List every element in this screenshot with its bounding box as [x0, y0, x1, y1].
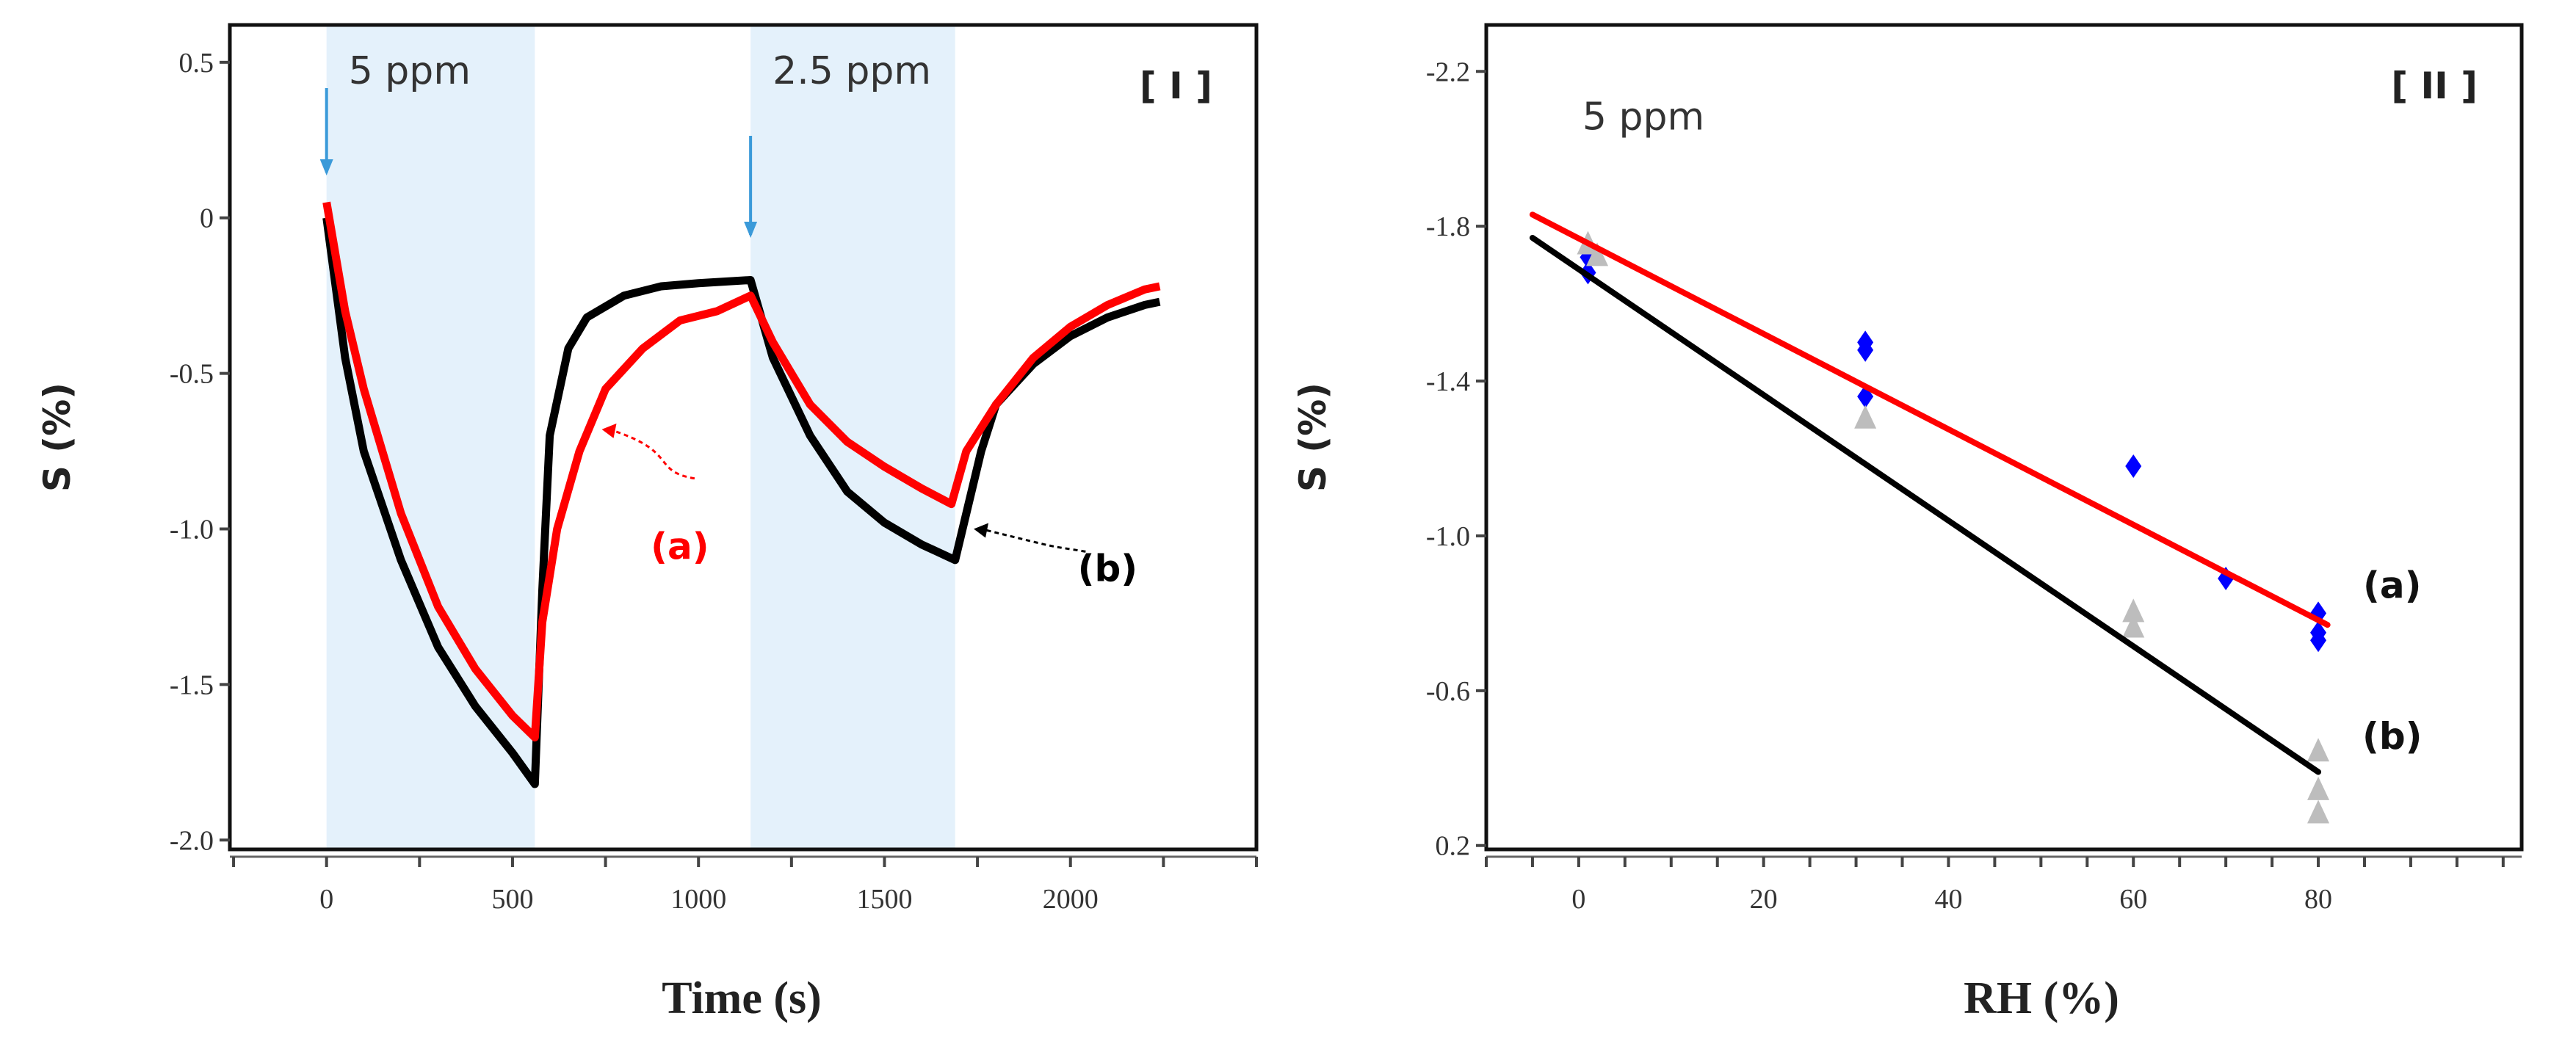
- plot-frame: [228, 23, 1259, 852]
- annotation-arrow: [980, 528, 1086, 553]
- data-point-triangle: [2122, 614, 2145, 638]
- y-tick-label: 0.5: [179, 48, 214, 79]
- data-point-diamond: [1857, 338, 1874, 362]
- plot-frame: [1484, 23, 2524, 852]
- x-tick-label: 0: [1571, 884, 1585, 915]
- x-tick-label: 40: [1934, 884, 1962, 915]
- shaded-region: [750, 25, 955, 849]
- concentration-label: 5 ppm: [1582, 95, 1704, 139]
- x-tick-label: 2000: [1043, 884, 1099, 915]
- y-tick-label: -1.4: [1426, 366, 1470, 397]
- concentration-label: 2.5 ppm: [773, 49, 931, 93]
- data-point-triangle: [1854, 405, 1877, 429]
- arrow-head-icon: [974, 523, 989, 538]
- panel-2-rh-dependence: 0 20 40 60 80 -2.2 -1.8 -1.4 -1.0 -0.6 0.2 RH (%) S …: [1292, 23, 2524, 1023]
- y-tick-label: -1.0: [170, 515, 214, 545]
- fit-line-a: [1529, 211, 2331, 628]
- arrow-head-icon: [319, 159, 333, 175]
- series-line-a: [322, 201, 1161, 741]
- x-tick-label: 0: [319, 884, 333, 915]
- data-point-triangle: [2307, 738, 2330, 762]
- data-point-triangle: [2122, 598, 2145, 623]
- series-label: (b): [1078, 547, 1138, 590]
- x-axis-title: Time (s): [662, 973, 822, 1023]
- x-tick-label: 1500: [856, 884, 912, 915]
- annotation-arrow: [609, 428, 695, 480]
- y-tick-label: -1.0: [1426, 521, 1470, 552]
- y-tick-label: -1.5: [170, 670, 214, 700]
- y-tick-label: 0: [200, 203, 214, 234]
- y-tick-label: -1.8: [1426, 211, 1470, 242]
- fit-line-b: [1529, 234, 2322, 775]
- panel-label: [ II ]: [2391, 65, 2478, 107]
- series-label: (b): [2362, 715, 2423, 758]
- panel-1-time-response: 5 ppm 2.5 ppm 0 500 1000 1500 2000 0.5 0 -0.5 -1.0…: [36, 23, 1259, 1023]
- x-tick-label: 500: [491, 884, 533, 915]
- data-point-diamond: [2310, 620, 2327, 645]
- x-tick-label: 80: [2304, 884, 2332, 915]
- y-axis-title: S (%): [36, 382, 79, 492]
- y-axis-title: S (%): [1292, 382, 1334, 492]
- data-point-triangle: [2307, 776, 2330, 800]
- data-point-triangle: [2307, 799, 2330, 824]
- x-axis-title: RH (%): [1964, 973, 2119, 1023]
- arrow-head-icon: [744, 222, 758, 238]
- panel-label: [ I ]: [1140, 65, 1212, 107]
- data-point-diamond: [2125, 454, 2142, 479]
- y-tick-label: -0.5: [170, 359, 214, 390]
- series-label: (a): [651, 526, 709, 568]
- arrow-head-icon: [601, 423, 617, 438]
- x-tick-label: 20: [1750, 884, 1778, 915]
- y-tick-label: -2.0: [170, 825, 214, 856]
- y-tick-label: 0.2: [1436, 831, 1471, 862]
- x-tick-label: 60: [2119, 884, 2147, 915]
- x-tick-label: 1000: [670, 884, 726, 915]
- series-label: (a): [2363, 564, 2421, 606]
- y-tick-label: -2.2: [1426, 57, 1470, 87]
- y-tick-label: -0.6: [1426, 676, 1470, 707]
- data-point-triangle: [1586, 242, 1609, 266]
- concentration-label: 5 ppm: [349, 49, 471, 93]
